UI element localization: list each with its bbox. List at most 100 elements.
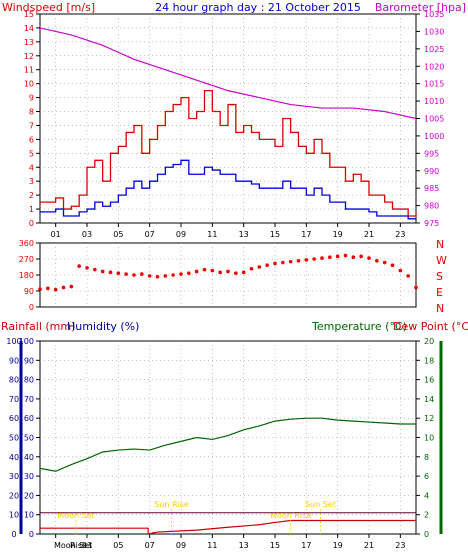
temperature-axis-title: Temperature (°C): [311, 320, 407, 333]
temperature-axis-tick-label: 0: [424, 530, 429, 539]
rainfall-axis-tick-label: 30: [9, 472, 19, 481]
rainfall-axis-tick-label: 0: [11, 530, 16, 539]
temperature-axis-tick-label: 14: [424, 395, 434, 404]
wind-x-axis-xtick-label: 03: [82, 230, 92, 239]
temp-x-axis-xtick-label: 05: [113, 541, 123, 550]
direction-point: [265, 263, 269, 268]
barometer-axis-tick-label: 1020: [424, 62, 444, 71]
direction-point: [179, 272, 183, 276]
direction-point: [335, 254, 340, 259]
wind-gust-line: [40, 89, 417, 217]
direction-axis-tick-label: 360: [19, 239, 34, 248]
direction-axis-tick-label: 270: [19, 255, 34, 264]
barometer-axis-tick-label: 1025: [424, 45, 444, 54]
sun-moon-label: Sun Set: [305, 500, 336, 509]
direction-point: [234, 271, 238, 276]
compass-label: E: [436, 286, 443, 299]
windspeed-axis-tick-label: 14: [24, 24, 34, 33]
direction-point: [281, 260, 285, 265]
humidity-axis-tick-label: 40: [24, 453, 34, 462]
rise-corner-label: Rise: [70, 541, 87, 550]
direction-point: [249, 266, 254, 271]
temp-x-axis-xtick-label: 15: [270, 541, 280, 550]
wind-x-axis-xtick-label: 05: [113, 230, 123, 239]
windspeed-axis-tick-label: 1: [29, 205, 34, 214]
windspeed-axis-tick-label: 11: [24, 66, 34, 75]
barometer-axis-tick-label: 1015: [424, 80, 444, 89]
series-layer: Moon Set Sun Rise Sun Set Moon Rise: [38, 27, 418, 535]
barometer-axis-tick-label: 985: [424, 184, 439, 193]
wind-x-axis-xtick-label: 17: [301, 230, 311, 239]
temperature-axis-tick-label: 18: [424, 356, 434, 365]
barometer-axis-tick-label: 1000: [424, 132, 444, 141]
temp-x-axis-xtick-label: 11: [207, 541, 217, 550]
moon-corner-label: Moon: [54, 541, 76, 550]
temp-x-axis-xtick-label: 03: [82, 541, 92, 550]
set-corner-label: Set: [79, 541, 92, 550]
temp-x-axis-xtick-label: 17: [301, 541, 311, 550]
temperature-line: [39, 417, 416, 472]
temperature-axis-tick-label: 12: [424, 414, 434, 423]
direction-point: [46, 286, 50, 291]
wind-x-axis-xtick-label: 19: [333, 230, 343, 239]
direction-point: [241, 270, 246, 275]
humidity-axis-tick-label: 10: [24, 511, 34, 520]
direction-point: [304, 258, 309, 262]
windspeed-axis-tick-label: 2: [29, 191, 34, 200]
temperature-axis-tick-label: 4: [424, 491, 429, 500]
direction-point: [147, 274, 152, 278]
temperature-axis-tick-label: 10: [424, 434, 434, 443]
rainfall-axis-tick-label: 10: [9, 511, 19, 520]
compass-label: W: [436, 254, 447, 267]
wind-average-line: [40, 159, 416, 220]
direction-point: [140, 272, 144, 276]
temperature-axis-tick-label: 8: [424, 453, 429, 462]
direction-point: [38, 287, 42, 292]
wind-x-axis-xtick-label: 23: [395, 230, 405, 239]
axis-layer: 0123456789101112131415975980985990995100…: [6, 10, 447, 550]
humidity-axis-tick-label: 100: [19, 337, 34, 346]
barometer-axis-tick-label: 975: [424, 219, 439, 228]
temp-x-axis-xtick-label: 21: [364, 541, 374, 550]
compass-label: N: [436, 238, 444, 251]
temp-x-axis-xtick-label: 13: [239, 541, 249, 550]
windspeed-axis-tick-label: 4: [29, 163, 34, 172]
direction-point: [116, 271, 121, 276]
temperature-axis-tick-label: 20: [424, 337, 434, 346]
temperature-axis-tick-label: 16: [424, 376, 434, 385]
direction-point: [100, 269, 105, 274]
rainfall-axis-tick-label: 90: [9, 356, 19, 365]
temp-x-axis-xtick-label: 07: [145, 541, 155, 550]
direction-point: [320, 256, 324, 260]
windspeed-axis-tick-label: 10: [24, 80, 34, 89]
temp-x-axis-xtick-label: 23: [395, 541, 405, 550]
sun-moon-label: Moon Rise: [270, 511, 311, 520]
barometer-axis-tick-label: 1030: [424, 27, 444, 36]
barometer-axis-tick-label: 980: [424, 202, 439, 211]
direction-point: [398, 268, 403, 273]
direction-point: [273, 261, 277, 266]
direction-point: [171, 273, 175, 277]
direction-point: [414, 285, 418, 290]
humidity-axis-tick-label: 50: [24, 434, 34, 443]
direction-point: [124, 272, 128, 276]
barometer-axis-title: Barometer [hpa]: [375, 1, 466, 14]
windspeed-axis-tick-label: 5: [29, 149, 34, 158]
direction-point: [202, 267, 207, 272]
direction-point: [359, 254, 363, 259]
direction-axis-tick-label: 90: [24, 287, 34, 296]
windspeed-axis-tick-label: 7: [29, 121, 34, 130]
barometer-axis-tick-label: 1035: [424, 10, 444, 19]
rainfall-axis-tick-label: 80: [9, 376, 19, 385]
direction-point: [132, 273, 136, 277]
direction-point: [53, 287, 58, 292]
grid-layer: [40, 14, 416, 534]
direction-point: [328, 255, 332, 260]
windspeed-axis-tick-label: 13: [24, 38, 34, 47]
direction-point: [390, 263, 395, 268]
direction-point: [85, 266, 89, 270]
rainfall-axis-tick-label: 20: [9, 491, 19, 500]
wind-x-axis-xtick-label: 13: [239, 230, 249, 239]
sun-moon-label: Moon Set: [57, 511, 94, 520]
